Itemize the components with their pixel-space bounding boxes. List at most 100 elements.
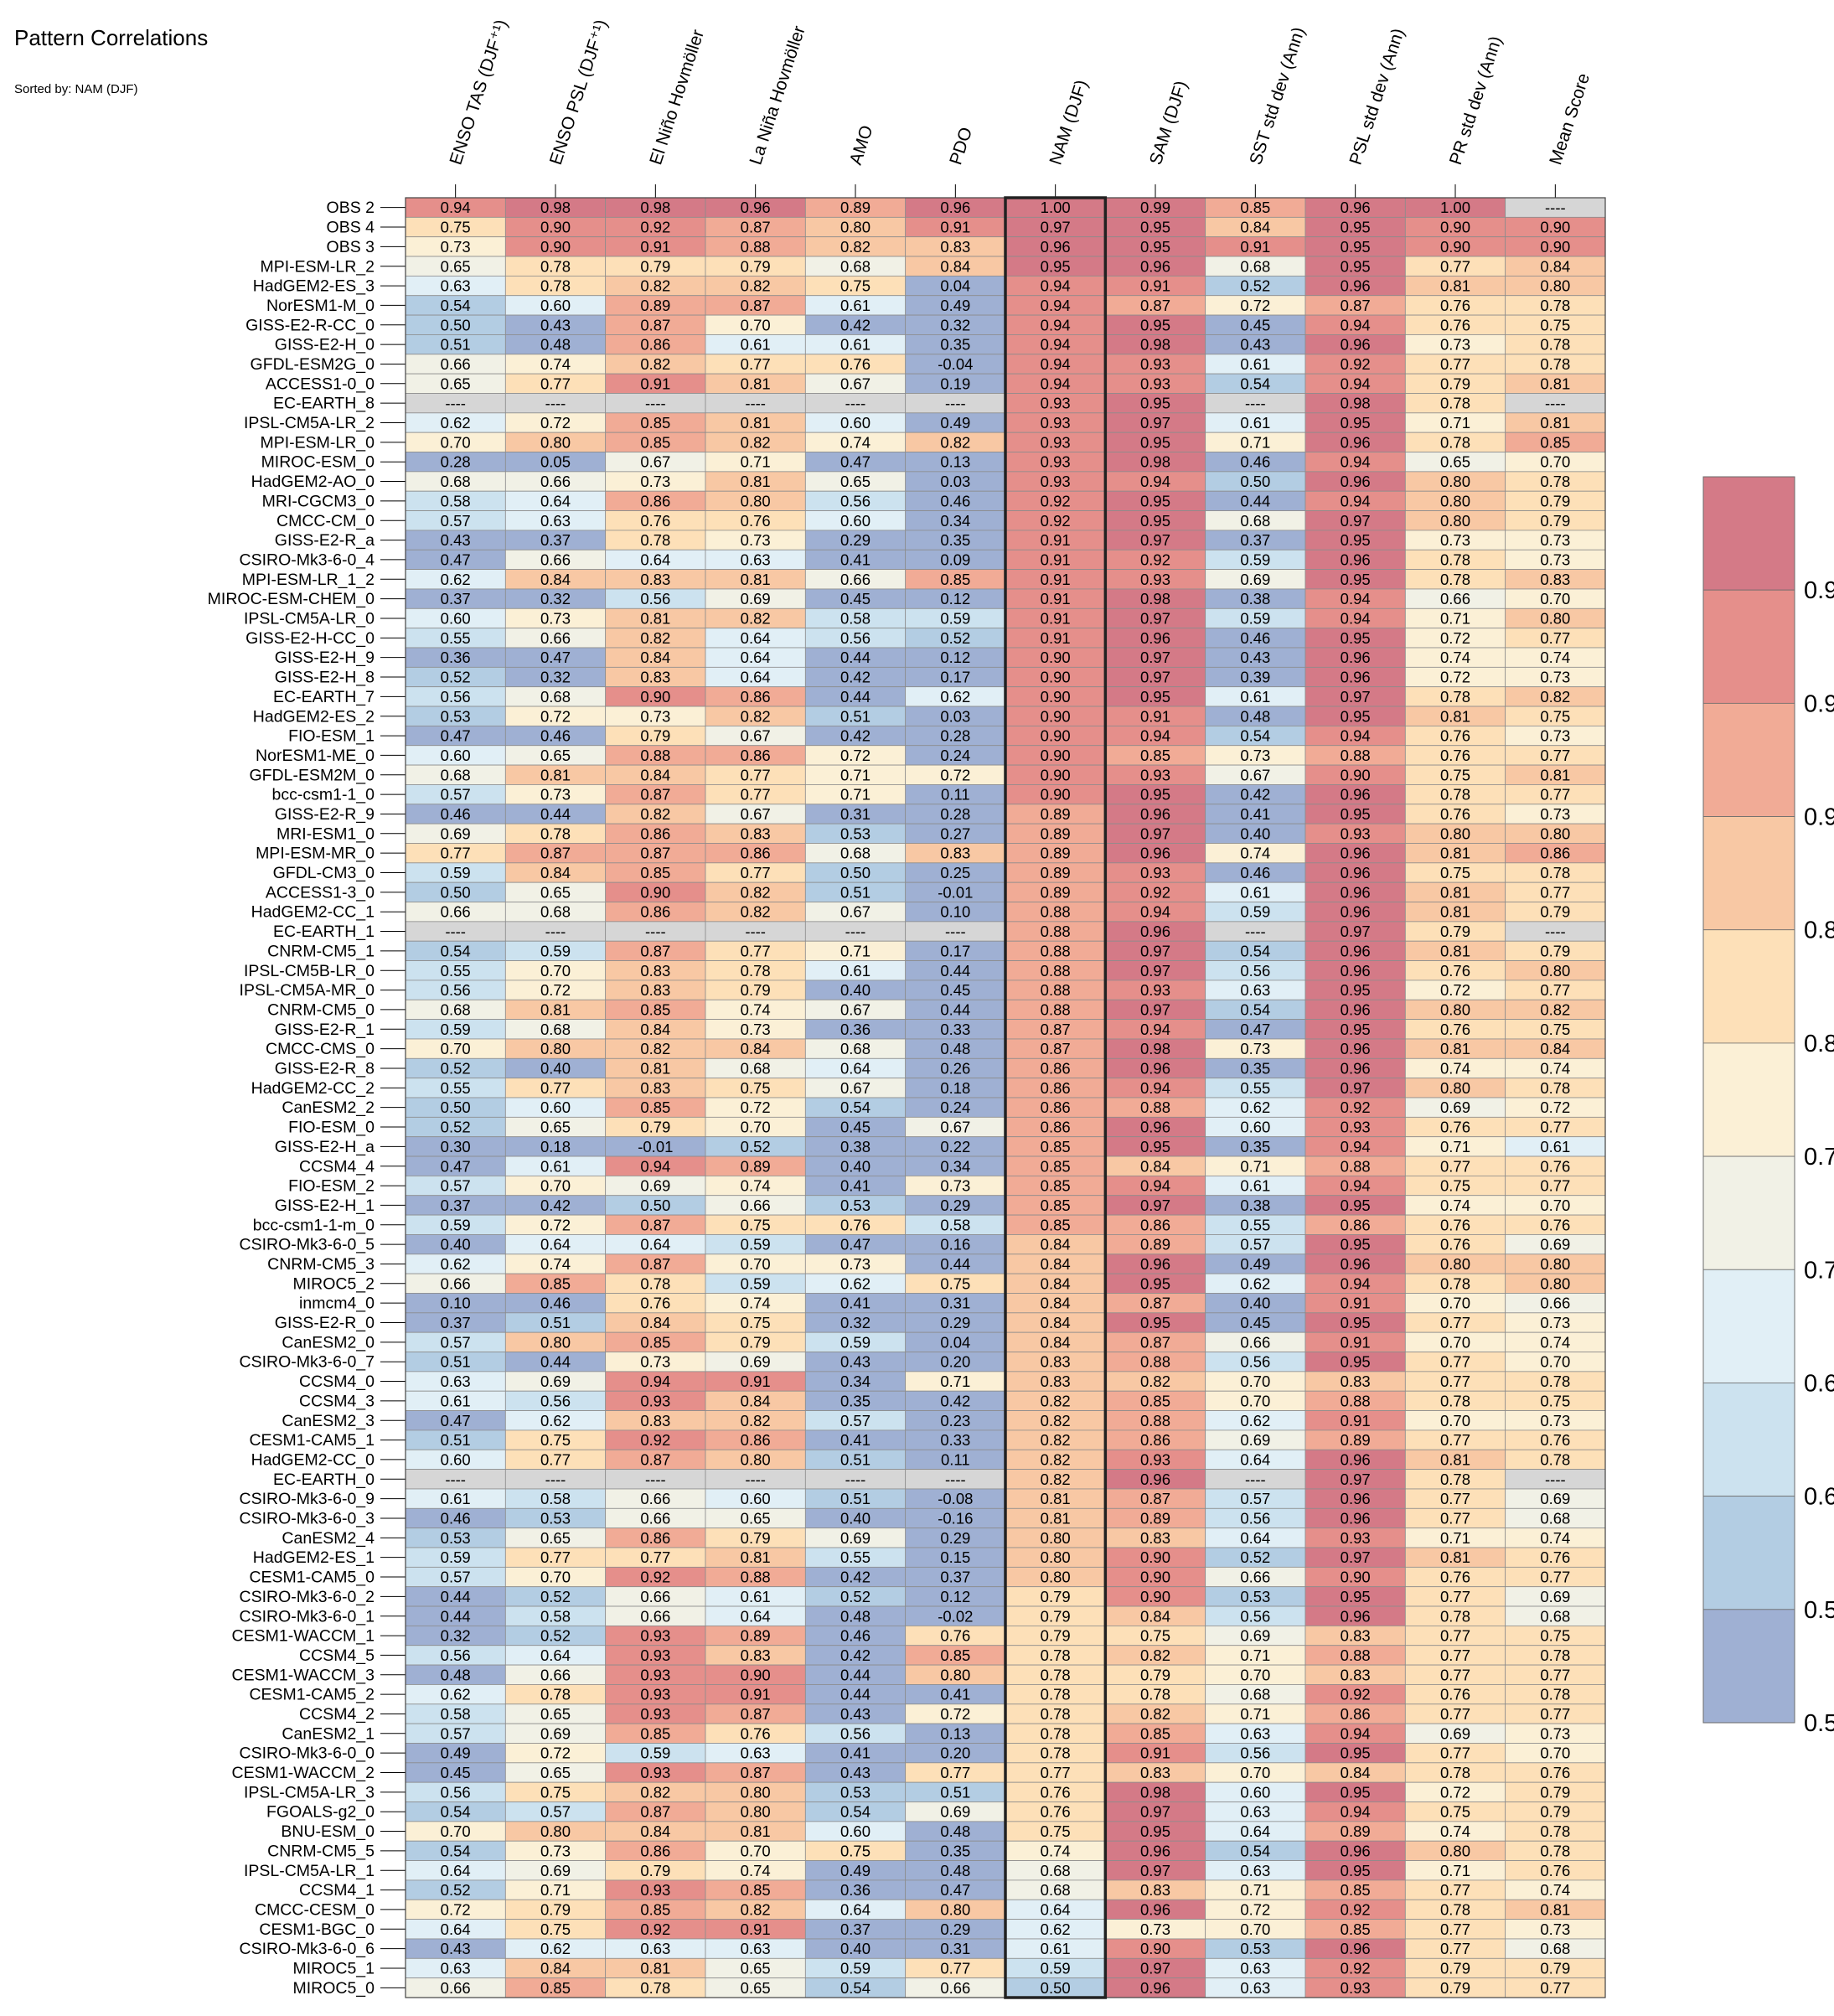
- cell-value: 0.77: [1540, 981, 1570, 999]
- cell-value: 0.78: [1440, 1607, 1470, 1625]
- cell-value: 0.97: [1341, 1471, 1371, 1488]
- cell-value: 0.77: [1440, 1745, 1470, 1762]
- cell-value: 0.45: [840, 1119, 871, 1136]
- cell-value: 0.98: [540, 199, 571, 216]
- cell-value: 0.96: [1140, 1255, 1170, 1273]
- row-label: CCSM4_5: [299, 1646, 375, 1665]
- cell-value: 0.82: [1041, 1471, 1071, 1488]
- cell-value: 0.93: [640, 1705, 670, 1723]
- cell-value: 0.66: [840, 571, 871, 588]
- cell-value: 0.46: [540, 727, 571, 745]
- cell-value: 0.83: [640, 1079, 670, 1097]
- cell-value: 0.58: [840, 610, 871, 628]
- cell-value: 0.84: [1140, 1157, 1170, 1175]
- cell-value: -0.08: [938, 1490, 973, 1507]
- cell-value: 0.57: [540, 1803, 571, 1821]
- cell-value: 0.68: [1540, 1607, 1570, 1625]
- cell-value: ----: [545, 395, 566, 412]
- cell-value: 0.79: [640, 257, 670, 275]
- cell-value: 0.90: [1341, 766, 1371, 783]
- cell-value: 0.62: [1240, 1098, 1270, 1116]
- cell-value: 0.72: [741, 1098, 771, 1116]
- cell-value: 0.80: [1440, 824, 1470, 842]
- cell-value: 0.57: [840, 1412, 871, 1429]
- cell-value: 0.59: [1041, 1960, 1071, 1977]
- cell-value: 0.64: [1240, 1450, 1270, 1468]
- cell-value: 0.40: [840, 1157, 871, 1175]
- cell-value: 0.98: [640, 199, 670, 216]
- cell-value: 0.75: [1041, 1822, 1071, 1840]
- cell-value: 0.63: [1240, 1803, 1270, 1821]
- cell-value: 0.68: [1240, 257, 1270, 275]
- cell-value: 0.88: [1140, 1412, 1170, 1429]
- cell-value: 0.89: [1041, 864, 1071, 881]
- row-label: OBS 3: [327, 238, 375, 256]
- cell-value: 0.22: [940, 1138, 970, 1155]
- cell-value: 0.46: [1240, 453, 1270, 471]
- cell-value: 0.56: [640, 590, 670, 607]
- cell-value: 0.81: [1440, 1548, 1470, 1566]
- cell-value: 0.63: [640, 1940, 670, 1957]
- cell-value: 0.96: [1341, 199, 1371, 216]
- cell-value: 0.62: [1240, 1412, 1270, 1429]
- cell-value: 0.96: [1341, 433, 1371, 451]
- cell-value: 0.95: [1341, 1236, 1371, 1254]
- cell-value: 0.23: [940, 1412, 970, 1429]
- cell-value: 0.59: [1240, 610, 1270, 628]
- cell-value: 0.71: [1240, 1157, 1270, 1175]
- row-label: inmcm4_0: [299, 1295, 375, 1313]
- cell-value: 0.47: [1240, 1021, 1270, 1038]
- row-label: MRI-CGCM3_0: [262, 492, 375, 510]
- cell-value: 0.70: [1540, 590, 1570, 607]
- cell-value: 0.41: [1240, 805, 1270, 823]
- cell-value: 0.80: [741, 492, 771, 509]
- cell-value: 0.77: [1540, 1119, 1570, 1136]
- cell-value: 0.72: [540, 981, 571, 999]
- cell-value: 0.92: [1041, 512, 1071, 530]
- row-label: CanESM2_4: [282, 1529, 375, 1548]
- cell-value: 0.68: [540, 1021, 571, 1038]
- cell-value: 0.30: [441, 1138, 471, 1155]
- row-label: CanESM2_0: [282, 1333, 375, 1352]
- row-label: EC-EARTH_1: [273, 923, 375, 941]
- cell-value: 0.81: [741, 473, 771, 490]
- row-label: IPSL-CM5A-LR_2: [244, 414, 375, 432]
- cell-value: 0.77: [741, 864, 771, 881]
- cell-value: 0.73: [1140, 1920, 1170, 1938]
- row-label: MIROC-ESM_0: [261, 453, 375, 472]
- cell-value: 0.79: [1540, 942, 1570, 959]
- cell-value: 0.94: [1341, 1724, 1371, 1742]
- cell-value: 0.94: [1041, 277, 1071, 295]
- cell-value: 0.97: [1341, 923, 1371, 940]
- row-label: HadGEM2-CC_2: [251, 1079, 375, 1098]
- column-header: PDO: [946, 125, 976, 167]
- cell-value: 0.31: [840, 805, 871, 823]
- cell-value: 0.83: [640, 962, 670, 980]
- cell-value: 0.57: [441, 1569, 471, 1586]
- cell-value: 0.88: [1041, 942, 1071, 959]
- cell-value: 0.70: [1540, 453, 1570, 471]
- cell-value: 0.88: [741, 238, 771, 256]
- cell-value: 0.88: [1341, 1392, 1371, 1409]
- row-label: EC-EARTH_8: [273, 395, 375, 413]
- row-label: MIROC-ESM-CHEM_0: [208, 590, 375, 608]
- cell-value: -0.01: [938, 883, 973, 901]
- cell-value: 0.63: [441, 1372, 471, 1390]
- cell-value: 0.93: [1140, 571, 1170, 588]
- cell-value: 0.95: [1341, 981, 1371, 999]
- cell-value: 0.92: [1341, 1686, 1371, 1703]
- cell-value: 0.54: [441, 942, 471, 959]
- cell-value: ----: [945, 395, 966, 412]
- cell-value: 0.94: [1341, 727, 1371, 745]
- cell-value: 0.38: [1240, 1197, 1270, 1214]
- cell-value: 0.80: [1041, 1529, 1071, 1547]
- cell-value: 0.64: [441, 1862, 471, 1879]
- cell-value: 0.78: [1440, 433, 1470, 451]
- cell-value: 0.73: [1240, 1040, 1270, 1057]
- cell-value: 0.97: [1140, 531, 1170, 549]
- cell-value: 0.78: [540, 257, 571, 275]
- cell-value: 0.69: [540, 1724, 571, 1742]
- cell-value: 0.73: [640, 1353, 670, 1371]
- cell-value: 0.59: [940, 610, 970, 628]
- cell-value: 0.70: [540, 962, 571, 980]
